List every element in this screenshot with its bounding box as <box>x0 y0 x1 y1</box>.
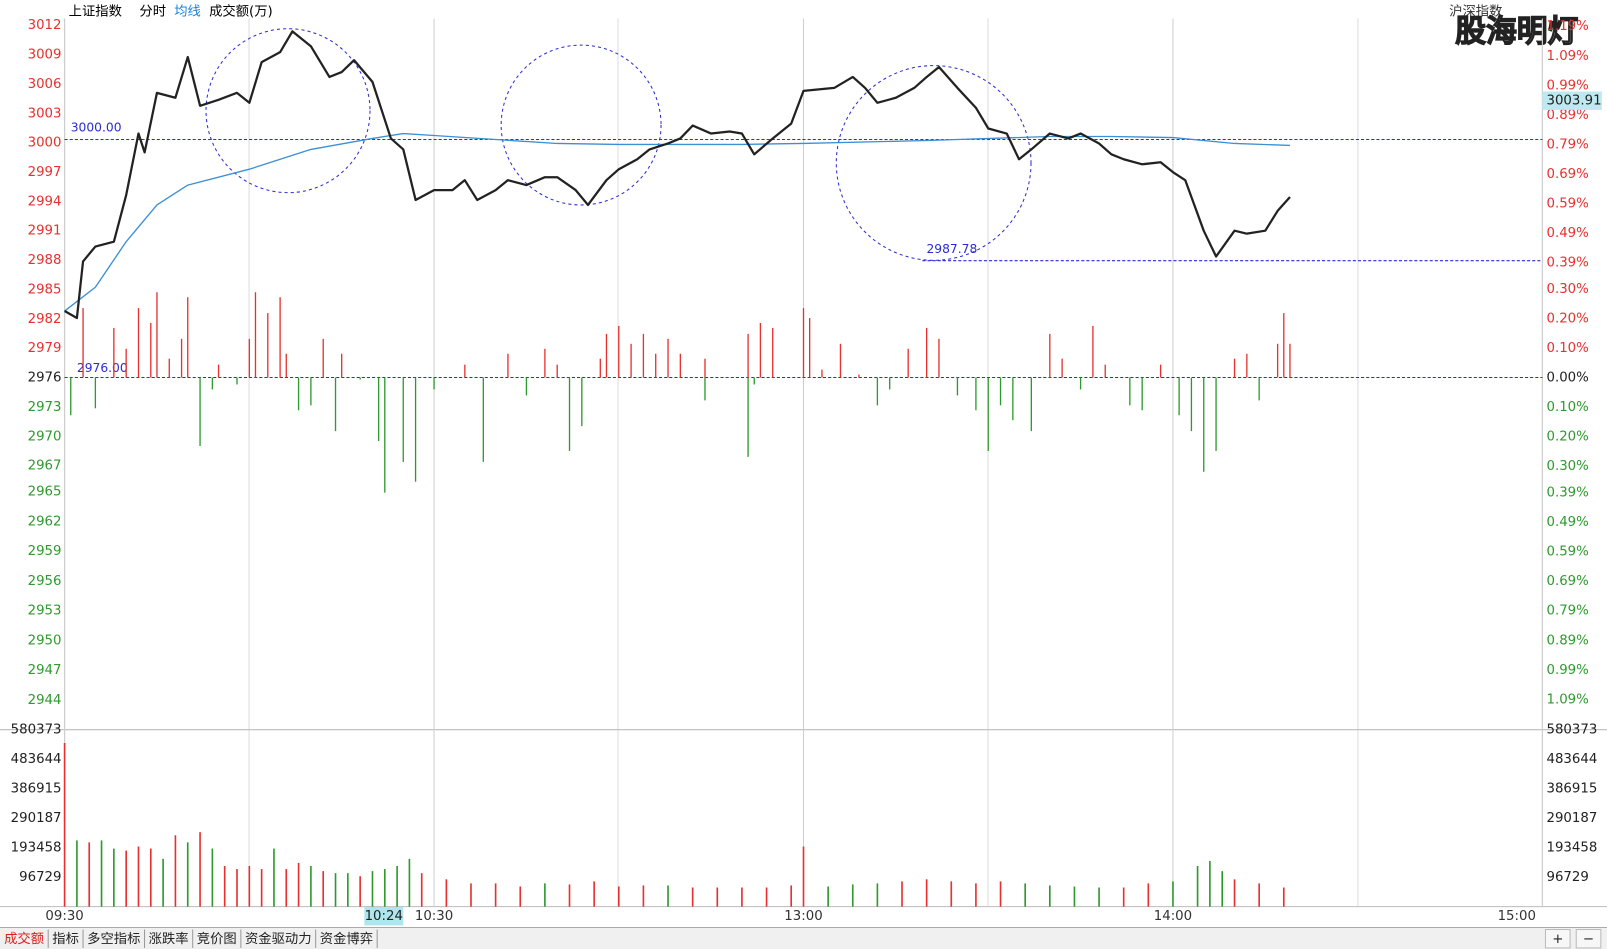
y2-tick-label: 0.79% <box>1547 137 1589 152</box>
y2-tick-label: 0.30% <box>1547 282 1589 297</box>
y2-tick-label: 0.20% <box>1547 311 1589 326</box>
y-tick-label: 2944 <box>28 693 62 708</box>
y-tick-label: 2953 <box>28 604 62 619</box>
x-tick-label: 10:30 <box>415 909 453 924</box>
y2-tick-label: 0.39% <box>1547 486 1589 501</box>
x-tick-label: 13:00 <box>784 909 822 924</box>
y-tick-label: 3006 <box>28 77 62 92</box>
y2-tick-label: 0.69% <box>1547 574 1589 589</box>
y-tick-label: 3000 <box>28 136 62 151</box>
button-frame <box>1575 929 1602 949</box>
y2-tick-label: 0.39% <box>1547 255 1589 270</box>
watermark: 股海明灯 <box>1455 13 1578 49</box>
y2-tick-label: 0.99% <box>1547 663 1589 678</box>
y2-tick-label: 0.99% <box>1547 78 1589 93</box>
y2-tick-label: 0.00% <box>1547 371 1589 386</box>
reference-label: 2987.78 <box>926 242 977 256</box>
button-frame <box>1544 929 1571 949</box>
y2-tick-label: 0.10% <box>1547 341 1589 356</box>
header-item: 成交额(万) <box>209 2 273 19</box>
y-tick-label: 2950 <box>28 633 62 648</box>
cursor-label: 10:24 <box>365 909 403 924</box>
y-tick-label: 2988 <box>28 253 62 268</box>
y2-tick-label: 0.10% <box>1547 400 1589 415</box>
reference-label: 3000.00 <box>71 121 122 135</box>
tab[interactable]: 资金博弈 <box>320 931 373 947</box>
y2-tick-label: 96729 <box>1547 870 1589 885</box>
y-tick-label: 2959 <box>28 544 62 559</box>
y-tick-label: 3003 <box>28 106 62 121</box>
y2-tick-label: 193458 <box>1547 841 1598 856</box>
y2-tick-label: 0.49% <box>1547 226 1589 241</box>
x-tick-label: 15:00 <box>1498 909 1536 924</box>
x-tick-label: 14:00 <box>1154 909 1192 924</box>
y-tick-label: 2976 <box>28 371 62 386</box>
y-tick-label: 2982 <box>28 312 62 327</box>
y-tick-label: 386915 <box>11 782 62 797</box>
y-tick-label: 3012 <box>28 18 62 33</box>
annotation-circle <box>205 28 371 194</box>
y2-tick-label: 0.79% <box>1547 604 1589 619</box>
y-tick-label: 2967 <box>28 459 62 474</box>
y2-tick-label: 0.49% <box>1547 515 1589 530</box>
y2-tick-label: 0.89% <box>1547 633 1589 648</box>
tab[interactable]: 指标 <box>52 931 79 947</box>
price-box <box>1542 91 1602 110</box>
y-tick-label: 2979 <box>28 341 62 356</box>
y2-tick-label: 0.59% <box>1547 196 1589 211</box>
zoom-button[interactable]: − <box>1583 932 1594 947</box>
y-tick-label: 2973 <box>28 400 62 415</box>
drawn-circles <box>205 28 1032 261</box>
y-tick-label: 2956 <box>28 574 62 589</box>
tab-bar <box>0 927 1607 949</box>
y2-tick-label: 386915 <box>1547 782 1598 797</box>
header-item: 分时 <box>139 3 166 19</box>
y-tick-label: 2991 <box>28 224 62 239</box>
tab[interactable]: 多空指标 <box>87 930 140 947</box>
y2-tick-label: 290187 <box>1547 811 1598 826</box>
y-tick-label: 2970 <box>28 429 62 444</box>
y2-tick-label: 0.20% <box>1547 430 1589 445</box>
y-tick-label: 96729 <box>19 870 61 885</box>
y2-tick-label: 1.19% <box>1547 19 1589 34</box>
cursor-label-bg <box>364 906 404 926</box>
annotation-circle <box>835 65 1032 261</box>
y2-tick-label: 1.09% <box>1547 692 1589 707</box>
index-title: 上证指数 <box>69 3 122 19</box>
y2-tick-label: 0.59% <box>1547 545 1589 560</box>
index-selector: 沪深指数 <box>1449 3 1502 19</box>
price-line <box>64 132 1291 312</box>
y-tick-label: 3009 <box>28 48 62 63</box>
x-tick-label: 09:30 <box>45 909 83 924</box>
time-grid <box>248 18 1359 906</box>
tab[interactable]: 成交额 <box>4 930 44 947</box>
header-item: 均线 <box>174 3 201 19</box>
baseline-label: 2976.00 <box>77 361 128 375</box>
annotation-circle <box>500 44 662 206</box>
y-tick-label: 2985 <box>28 282 62 297</box>
y-tick-label: 2962 <box>28 514 62 529</box>
y2-tick-label: 483644 <box>1547 752 1598 767</box>
tab[interactable]: 资金驱动力 <box>245 931 312 947</box>
tab[interactable]: 涨跌率 <box>149 930 189 947</box>
y-tick-label: 2997 <box>28 165 62 180</box>
y2-tick-label: 580373 <box>1547 723 1598 738</box>
y-tick-label: 2994 <box>28 194 62 209</box>
y2-tick-label: 0.89% <box>1547 108 1589 123</box>
y2-tick-label: 0.69% <box>1547 167 1589 182</box>
y2-tick-label: 0.30% <box>1547 459 1589 474</box>
price-box-label: 3003.91 <box>1547 94 1602 109</box>
tab[interactable]: 竞价图 <box>197 930 237 947</box>
y-tick-label: 2965 <box>28 485 62 500</box>
y2-tick-label: 1.09% <box>1547 49 1589 64</box>
zoom-button[interactable]: + <box>1552 932 1563 947</box>
y-tick-label: 580373 <box>11 723 62 738</box>
y-tick-label: 290187 <box>11 811 62 826</box>
y-tick-label: 483644 <box>11 752 62 767</box>
y-tick-label: 193458 <box>11 841 62 856</box>
y-tick-label: 2947 <box>28 663 62 678</box>
price-line <box>64 30 1291 320</box>
